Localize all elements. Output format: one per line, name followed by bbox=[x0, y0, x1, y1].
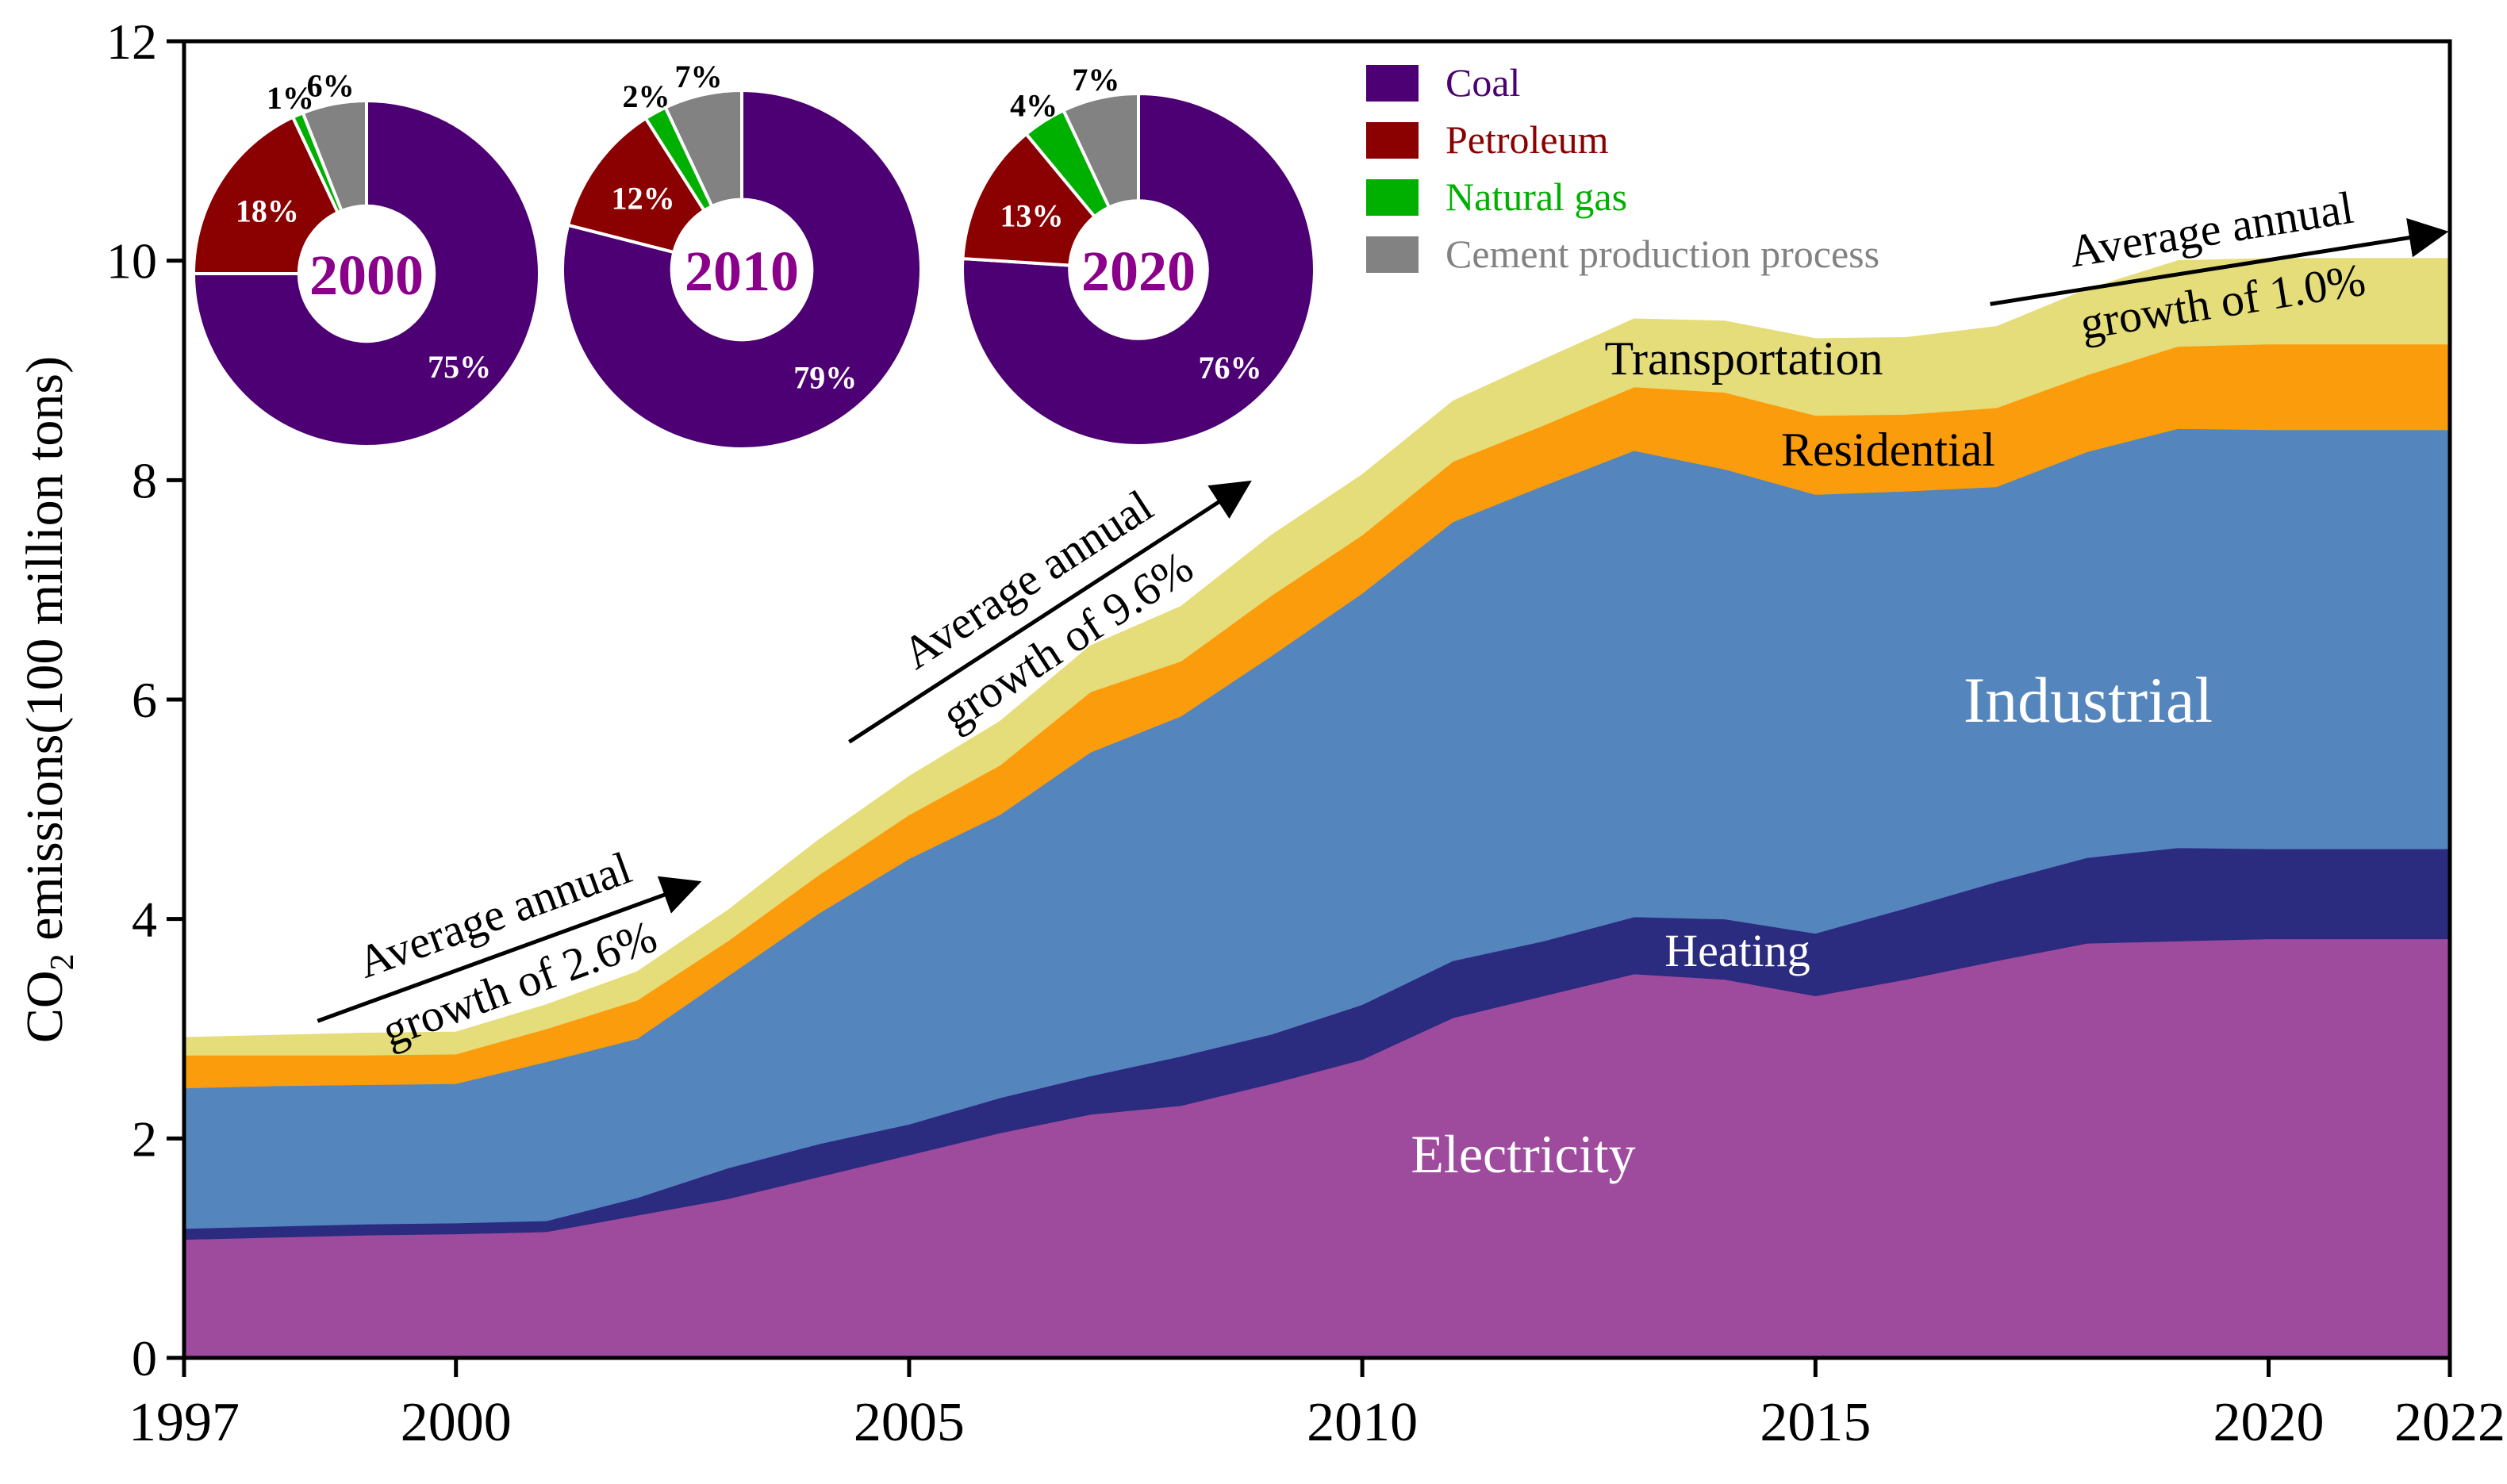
legend-label-natural-gas: Natural gas bbox=[1445, 174, 1627, 219]
growth-annotation-2-arrow bbox=[848, 480, 1252, 744]
pie-2000-label-petroleum: 18% bbox=[236, 194, 299, 229]
pie-2010-label-natural-gas: 2% bbox=[623, 79, 670, 114]
pie-2010-label-coal: 79% bbox=[793, 360, 857, 396]
x-tick-label: 2020 bbox=[2213, 1392, 2325, 1453]
pie-2010-year-label: 2010 bbox=[685, 240, 799, 303]
area-label-residential: Residential bbox=[1781, 424, 1995, 476]
area-label-transportation: Transportation bbox=[1604, 332, 1883, 385]
y-tick-label: 2 bbox=[132, 1110, 157, 1167]
area-label-heating: Heating bbox=[1664, 925, 1810, 976]
x-tick-label: 2010 bbox=[1307, 1392, 1418, 1453]
y-tick-label: 6 bbox=[132, 672, 157, 728]
y-axis-label: CO2 emissions(100 million tons) bbox=[16, 356, 81, 1043]
legend-swatch-petroleum bbox=[1366, 122, 1419, 159]
pie-2010: 79% 12% 2%7% 2010 bbox=[561, 59, 923, 451]
pie-2000: 75% 18% 1%6% 2000 bbox=[191, 67, 541, 448]
pie-2000-label-coal: 75% bbox=[428, 349, 491, 385]
pie-2010-hole bbox=[670, 197, 814, 342]
pie-2020-label-coal: 76% bbox=[1198, 350, 1261, 385]
y-tick-label: 12 bbox=[106, 13, 157, 70]
y-tick-label: 8 bbox=[132, 452, 157, 508]
legend-label-cement-production-process: Cement production process bbox=[1445, 232, 1879, 276]
y-tick-label: 0 bbox=[132, 1330, 157, 1386]
pie-2000-year-label: 2000 bbox=[309, 243, 424, 307]
pie-2020-label-petroleum: 13% bbox=[1000, 197, 1063, 233]
pie-2020-label-cement-production-process: 7% bbox=[1072, 62, 1119, 98]
x-tick-label: 2005 bbox=[854, 1392, 965, 1453]
growth-annotation-3-arrow bbox=[1990, 217, 2449, 306]
y-tick-label: 4 bbox=[132, 892, 157, 948]
legend: Coal Petroleum Natural gas Cement productio… bbox=[1366, 60, 1879, 276]
area-label-industrial: Industrial bbox=[1964, 664, 2213, 736]
area-series-group bbox=[183, 258, 2451, 1359]
pie-2020-hole bbox=[1068, 199, 1209, 340]
pie-2010-label-cement-production-process: 7% bbox=[674, 59, 722, 94]
legend-swatch-coal bbox=[1366, 65, 1419, 102]
x-tick-label: 2022 bbox=[2394, 1392, 2505, 1453]
legend-label-coal: Coal bbox=[1445, 60, 1520, 105]
y-tick-label: 10 bbox=[106, 233, 157, 290]
axes-group: 0 2 4 6 8 10 12 1997 2000 2005 2010 2015 2020 2022 bbox=[106, 13, 2505, 1453]
pie-2000-hole bbox=[297, 204, 436, 343]
area-label-electricity: Electricity bbox=[1411, 1124, 1635, 1184]
pie-2000-label-natural-gas: 1% bbox=[267, 80, 314, 116]
pie-2000-label-cement-production-process: 6% bbox=[307, 67, 355, 103]
legend-swatch-cement-production-process bbox=[1366, 236, 1419, 273]
pie-2020-year-label: 2020 bbox=[1081, 240, 1196, 303]
inset-pie-charts: 75%18%1%6%200079%12%2%7%201076%13%4%7%20… bbox=[191, 59, 1316, 451]
x-tick-label: 2015 bbox=[1760, 1392, 1871, 1453]
legend-swatch-natural-gas bbox=[1366, 179, 1419, 216]
pie-2020-label-natural-gas: 4% bbox=[1010, 87, 1058, 123]
x-tick-label: 2000 bbox=[401, 1392, 512, 1453]
pie-2010-label-petroleum: 12% bbox=[612, 181, 675, 217]
x-tick-label: 1997 bbox=[129, 1392, 240, 1453]
growth-annotation-1-arrow bbox=[317, 876, 702, 1023]
legend-label-petroleum: Petroleum bbox=[1445, 117, 1609, 162]
pie-2020-slice-coal bbox=[961, 91, 1316, 447]
pie-2020: 76% 13% 4% 7% 2020 bbox=[961, 62, 1316, 447]
